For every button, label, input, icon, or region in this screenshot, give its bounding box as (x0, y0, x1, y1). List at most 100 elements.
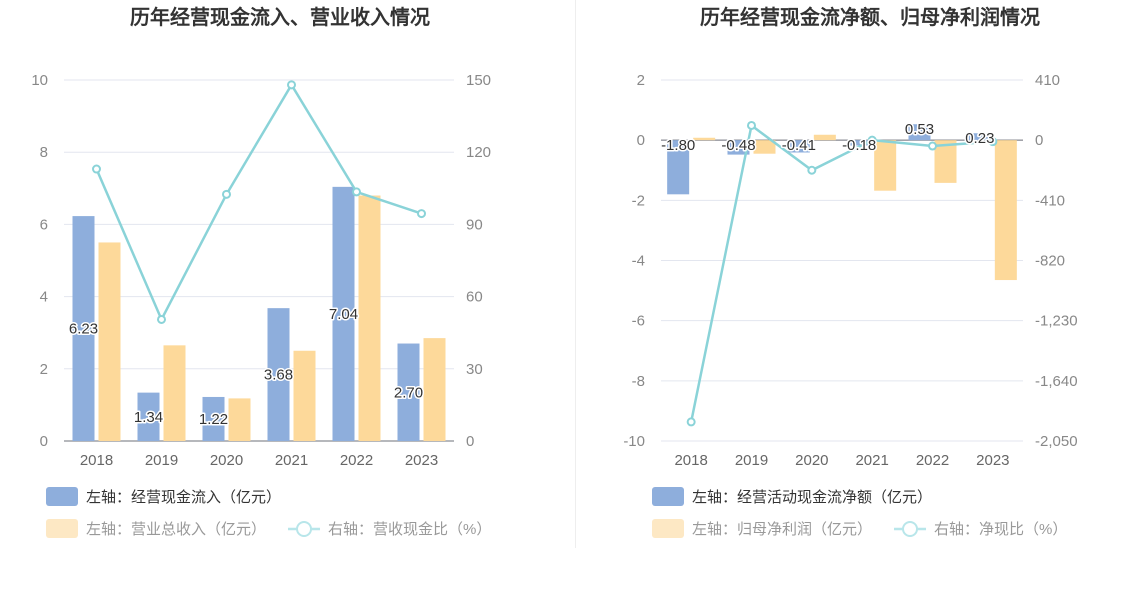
bar-data-label: 0.53 (905, 121, 934, 138)
right-axis-tick-label: 120 (466, 144, 491, 161)
bar-primary (968, 133, 991, 141)
bar-data-label: 1.34 (134, 409, 163, 426)
left-axis-tick-label: 2 (637, 72, 645, 89)
legend-label: 右轴：净现比（%） (934, 521, 1067, 538)
legend-swatch (46, 519, 78, 538)
legend-label: 左轴：归母净利润（亿元） (692, 521, 872, 538)
right-axis-tick-label: -820 (1035, 253, 1065, 270)
legend-label: 左轴：营业总收入（亿元） (86, 521, 266, 538)
bar-secondary (358, 195, 381, 441)
right-axis-tick-label: -1,640 (1035, 373, 1078, 390)
legend-swatch (652, 519, 684, 538)
chart-title: 历年经营现金流入、营业收入情况 (130, 5, 430, 29)
bar-data-label: 1.22 (199, 411, 228, 428)
x-axis-category-label: 2020 (795, 452, 828, 469)
chart-title: 历年经营现金流净额、归母净利润情况 (700, 5, 1040, 29)
x-axis-category-label: 2021 (275, 452, 308, 469)
line-point (807, 165, 817, 175)
legend-line-marker (902, 521, 919, 537)
bar-secondary (228, 398, 251, 441)
x-axis-category-label: 2023 (405, 452, 438, 469)
line-point (867, 135, 877, 145)
line-point (417, 209, 426, 219)
left-axis-tick-label: -2 (632, 192, 645, 209)
bar-secondary (98, 242, 121, 441)
x-axis-category-label: 2018 (674, 452, 707, 469)
bar-data-label: 7.04 (329, 306, 358, 323)
bar-data-label: 0.23 (965, 130, 994, 147)
bar-primary (908, 124, 931, 141)
right-axis-tick-label: 30 (466, 361, 483, 378)
x-axis-category-label: 2021 (855, 452, 888, 469)
right-axis-tick-label: -410 (1035, 192, 1065, 209)
bar-data-label: -0.41 (782, 137, 816, 154)
bar-primary (332, 186, 355, 441)
line-series (95, 82, 422, 323)
bar-primary (848, 140, 871, 146)
bar-primary (667, 140, 690, 195)
left-axis-tick-label: 10 (31, 72, 48, 89)
bar-secondary (934, 140, 957, 183)
bar-secondary (163, 345, 186, 441)
bar-secondary (753, 140, 776, 154)
x-axis-category-label: 2023 (976, 452, 1009, 469)
legend-label: 左轴：经营活动现金流净额（亿元） (692, 489, 932, 506)
line-point (352, 187, 361, 197)
left-axis-tick-label: 0 (637, 132, 645, 149)
bar-primary (202, 396, 225, 441)
line-point (988, 137, 998, 147)
x-axis-category-label: 2019 (735, 452, 768, 469)
left-axis-tick-label: 4 (40, 289, 48, 306)
left-axis-tick-label: 8 (40, 144, 48, 161)
bar-data-label: 3.68 (264, 367, 293, 384)
x-axis-category-label: 2022 (916, 452, 949, 469)
right-axis-tick-label: 0 (1035, 132, 1043, 149)
bar-data-label: -1.80 (661, 137, 695, 154)
line-point (287, 80, 296, 90)
right-axis-tick-label: 150 (466, 72, 491, 89)
bar-primary (137, 392, 160, 441)
x-axis-category-label: 2018 (80, 452, 113, 469)
bar-secondary (293, 350, 316, 441)
left-axis-tick-label: -4 (632, 253, 645, 270)
left-axis-tick-label: -6 (632, 313, 645, 330)
bar-primary (267, 308, 290, 441)
right-axis-tick-label: 410 (1035, 72, 1060, 89)
bar-data-label: 2.70 (394, 384, 423, 401)
bar-secondary (423, 338, 446, 441)
bar-primary (397, 343, 420, 441)
right-axis-tick-label: 90 (466, 216, 483, 233)
bar-primary (787, 140, 810, 153)
right-axis-tick-label: -2,050 (1035, 433, 1078, 450)
right-axis-tick-label: 60 (466, 289, 483, 306)
line-point (157, 314, 166, 324)
chart-panel-left: 历年经营现金流入、营业收入情况 0 0 2 30 4 60 6 90 8 120 10 150 2018… (0, 0, 574, 589)
bar-primary (727, 140, 750, 155)
x-axis-category-label: 2022 (340, 452, 373, 469)
bar-primary (72, 216, 95, 441)
chart-svg-left: 历年经营现金流入、营业收入情况 0 0 2 30 4 60 6 90 8 120 10 150 2018… (31, 5, 491, 538)
legend-swatch (652, 487, 684, 506)
panel-divider (575, 0, 576, 548)
bar-secondary (693, 137, 716, 141)
line-point (92, 164, 101, 174)
line-point (222, 189, 231, 199)
x-axis-category-label: 2020 (210, 452, 243, 469)
chart-panel-right: 历年经营现金流净额、归母净利润情况 -10 -2,050 -8 -1,640 -6 -1,… (576, 0, 1148, 589)
line-point (686, 417, 696, 427)
bar-secondary (874, 140, 897, 191)
left-axis-tick-label: 0 (40, 433, 48, 450)
line-series (689, 123, 993, 423)
right-axis-tick-label: -1,230 (1035, 313, 1078, 330)
chart-svg-right: 历年经营现金流净额、归母净利润情况 -10 -2,050 -8 -1,640 -6 -1,… (623, 5, 1078, 538)
right-axis-tick-label: 0 (466, 433, 474, 450)
left-axis-tick-label: 6 (40, 216, 48, 233)
x-axis-category-label: 2019 (145, 452, 178, 469)
legend-line-marker (296, 521, 313, 537)
bar-secondary (994, 140, 1017, 281)
legend-label: 左轴：经营现金流入（亿元） (86, 489, 281, 506)
bar-data-label: 6.23 (69, 321, 98, 338)
bar-data-label: -0.18 (842, 137, 876, 154)
left-axis-tick-label: -10 (623, 433, 645, 450)
bar-data-label: -0.48 (721, 137, 755, 154)
